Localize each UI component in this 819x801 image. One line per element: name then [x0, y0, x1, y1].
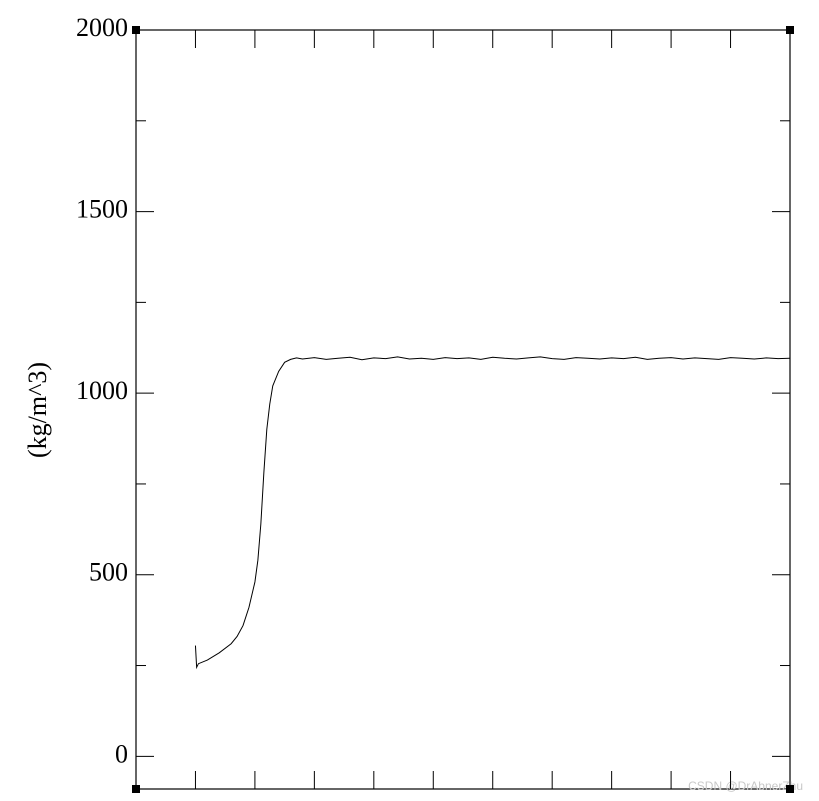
- y-tick-label: 2000: [76, 13, 128, 42]
- y-tick-label: 1500: [76, 195, 128, 224]
- y-tick-label: 1000: [76, 376, 128, 405]
- watermark: CSDN @DrAbnerZhu: [688, 779, 803, 793]
- data-line: [194, 356, 791, 670]
- y-tick-label: 0: [115, 739, 128, 768]
- corner-handle: [132, 785, 140, 793]
- y-tick-label: 500: [89, 558, 128, 587]
- plot-frame: [135, 29, 791, 790]
- corner-handle: [132, 26, 140, 34]
- corner-handle: [786, 785, 794, 793]
- y-axis-label: (kg/m^3): [23, 362, 52, 458]
- corner-handle: [786, 26, 794, 34]
